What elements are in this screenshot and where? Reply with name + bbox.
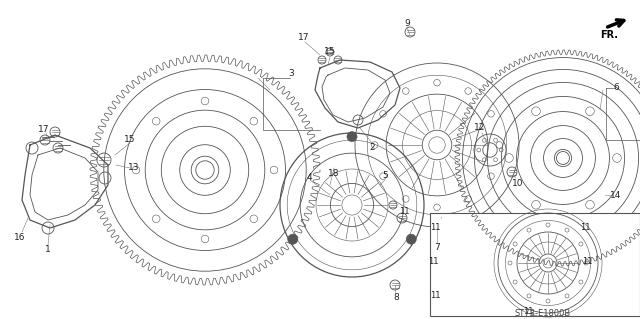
Text: 6: 6 [613, 83, 619, 92]
Text: 18: 18 [328, 168, 340, 177]
Text: 1: 1 [45, 244, 51, 254]
Text: 16: 16 [14, 233, 26, 241]
Text: 12: 12 [474, 123, 486, 132]
Text: 10: 10 [512, 179, 524, 188]
Text: 11: 11 [429, 291, 440, 300]
Text: 9: 9 [404, 19, 410, 27]
Text: ST73-E1800B: ST73-E1800B [515, 309, 571, 318]
Text: 15: 15 [124, 135, 136, 144]
Circle shape [406, 234, 416, 244]
Text: 7: 7 [434, 243, 440, 253]
Text: 5: 5 [382, 170, 388, 180]
Text: 4: 4 [306, 174, 312, 182]
Text: 11: 11 [429, 222, 440, 232]
Circle shape [347, 131, 357, 142]
Text: 11: 11 [580, 222, 590, 232]
Text: FR.: FR. [600, 30, 618, 40]
Text: 17: 17 [298, 33, 310, 42]
Text: 11: 11 [399, 207, 409, 217]
Text: 17: 17 [38, 124, 50, 133]
Text: 11: 11 [428, 257, 438, 266]
Text: 3: 3 [288, 69, 294, 78]
Text: 14: 14 [611, 191, 621, 201]
Text: 11: 11 [523, 308, 533, 316]
Text: 11: 11 [582, 257, 592, 266]
Circle shape [288, 234, 298, 244]
Text: 2: 2 [369, 144, 375, 152]
Bar [430, 213, 640, 316]
Text: 15: 15 [324, 48, 336, 56]
Text: 13: 13 [128, 164, 140, 173]
Text: 8: 8 [393, 293, 399, 301]
